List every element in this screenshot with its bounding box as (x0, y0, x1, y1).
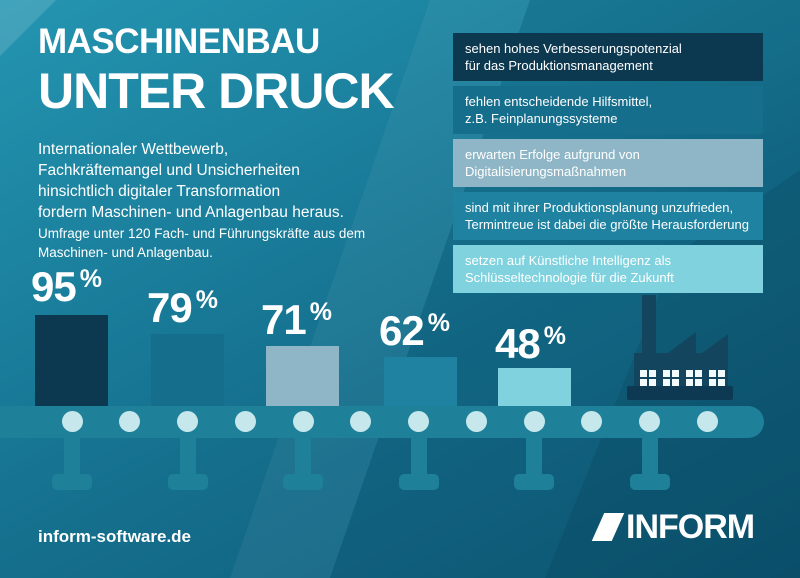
statement-text: Termintreue ist dabei die größte Herausf… (465, 217, 749, 232)
percent-sign: % (309, 298, 332, 326)
statement-box-2: fehlen entscheidende Hilfsmittel, z.B. F… (453, 86, 763, 134)
survey-note-line: Maschinen- und Anlagenbau. (38, 245, 213, 260)
percent-sign: % (427, 309, 450, 337)
statement-text: erwarten Erfolge aufgrund von (465, 147, 640, 162)
description-line: Internationaler Wettbewerb, (38, 141, 229, 158)
statement-text: Schlüsseltechnologie für die Zukunft (465, 270, 674, 285)
conveyor-roller (465, 411, 487, 432)
statement-text: sind mit ihrer Produktionsplanung unzufr… (465, 200, 734, 215)
description-line: Fachkräftemangel und Unsicherheiten (38, 162, 300, 179)
factory-icon (627, 295, 733, 400)
conveyor-leg (52, 434, 92, 490)
value-number: 48 (495, 320, 541, 367)
bar-95-percent (35, 315, 108, 406)
value-label-1: 95% (31, 266, 102, 308)
percent-sign: % (543, 322, 566, 350)
percent-sign: % (79, 265, 102, 293)
conveyor-roller (119, 411, 141, 432)
conveyor-leg-foot (514, 474, 554, 490)
conveyor-leg (398, 434, 439, 490)
conveyor-roller (61, 411, 83, 432)
statement-box-5: setzen auf Künstliche Intelligenz als Sc… (453, 245, 763, 293)
percent-sign: % (195, 286, 218, 314)
intro-description: Internationaler Wettbewerb, Fachkräftema… (38, 139, 344, 223)
title-line-1: MASCHINENBAU (38, 22, 320, 61)
conveyor-leg-foot (398, 474, 439, 490)
conveyor-leg-stem (295, 434, 311, 478)
conveyor-leg (167, 434, 208, 490)
conveyor-leg (514, 434, 554, 490)
conveyor-leg-stem (64, 434, 80, 478)
statement-text: Digitalisierungsmaßnahmen (465, 164, 627, 179)
value-label-2: 79% (147, 287, 218, 329)
conveyor-leg-stem (526, 434, 542, 478)
survey-note: Umfrage unter 120 Fach- und Führungskräf… (38, 224, 365, 262)
bar-48-percent (498, 368, 571, 406)
statement-text: setzen auf Künstliche Intelligenz als (465, 253, 671, 268)
conveyor-leg-stem (179, 434, 196, 478)
value-number: 71 (261, 296, 307, 343)
value-number: 62 (379, 307, 425, 354)
statement-text: sehen hohes Verbesserungspotenzial (465, 41, 682, 56)
description-line: hinsichtlich digitaler Transformation (38, 183, 281, 200)
statement-box-4: sind mit ihrer Produktionsplanung unzufr… (453, 192, 763, 240)
value-number: 95 (31, 263, 77, 310)
conveyor-roller (696, 411, 718, 432)
statement-box-3: erwarten Erfolge aufgrund von Digitalisi… (453, 139, 763, 187)
value-label-5: 48% (495, 323, 566, 365)
bar-71-percent (266, 346, 339, 406)
conveyor-roller (581, 411, 603, 432)
statement-text: fehlen entscheidende Hilfsmittel, (465, 94, 653, 109)
value-label-3: 71% (261, 299, 332, 341)
conveyor-roller (523, 411, 545, 432)
conveyor-roller (350, 411, 372, 432)
statement-box-1: sehen hohes Verbesserungspotenzial für d… (453, 33, 763, 81)
page-title: MASCHINENBAU UNTER DRUCK (38, 22, 395, 119)
conveyor-roller (292, 411, 314, 432)
conveyor-leg (629, 434, 670, 490)
conveyor-leg-stem (641, 434, 658, 478)
conveyor-roller (639, 411, 660, 432)
description-line: fordern Maschinen- und Anlagenbau heraus… (38, 204, 344, 221)
bar-79-percent (151, 334, 224, 406)
website-link[interactable]: inform-software.de (38, 527, 192, 546)
conveyor-roller (177, 411, 198, 432)
bar-62-percent (384, 357, 457, 406)
statement-text: z.B. Feinplanungssysteme (465, 111, 618, 126)
conveyor-leg-stem (410, 434, 427, 478)
inform-logo: INFORM (591, 508, 755, 546)
conveyor-leg-foot (52, 474, 92, 490)
conveyor-roller (234, 411, 256, 432)
title-line-2: UNTER DRUCK (38, 63, 395, 119)
value-number: 79 (147, 284, 193, 331)
conveyor-belt (0, 406, 764, 438)
conveyor-leg-foot (283, 474, 323, 490)
inform-logo-text: INFORM (626, 508, 755, 546)
statements-panel: sehen hohes Verbesserungspotenzial für d… (453, 33, 763, 298)
survey-note-line: Umfrage unter 120 Fach- und Führungskräf… (38, 226, 366, 241)
conveyor-roller (408, 411, 429, 432)
statement-text: für das Produktionsmanagement (465, 58, 653, 73)
conveyor-leg (283, 434, 323, 490)
conveyor-leg-foot (629, 474, 670, 490)
value-label-4: 62% (379, 310, 450, 352)
conveyor-leg-foot (167, 474, 208, 490)
